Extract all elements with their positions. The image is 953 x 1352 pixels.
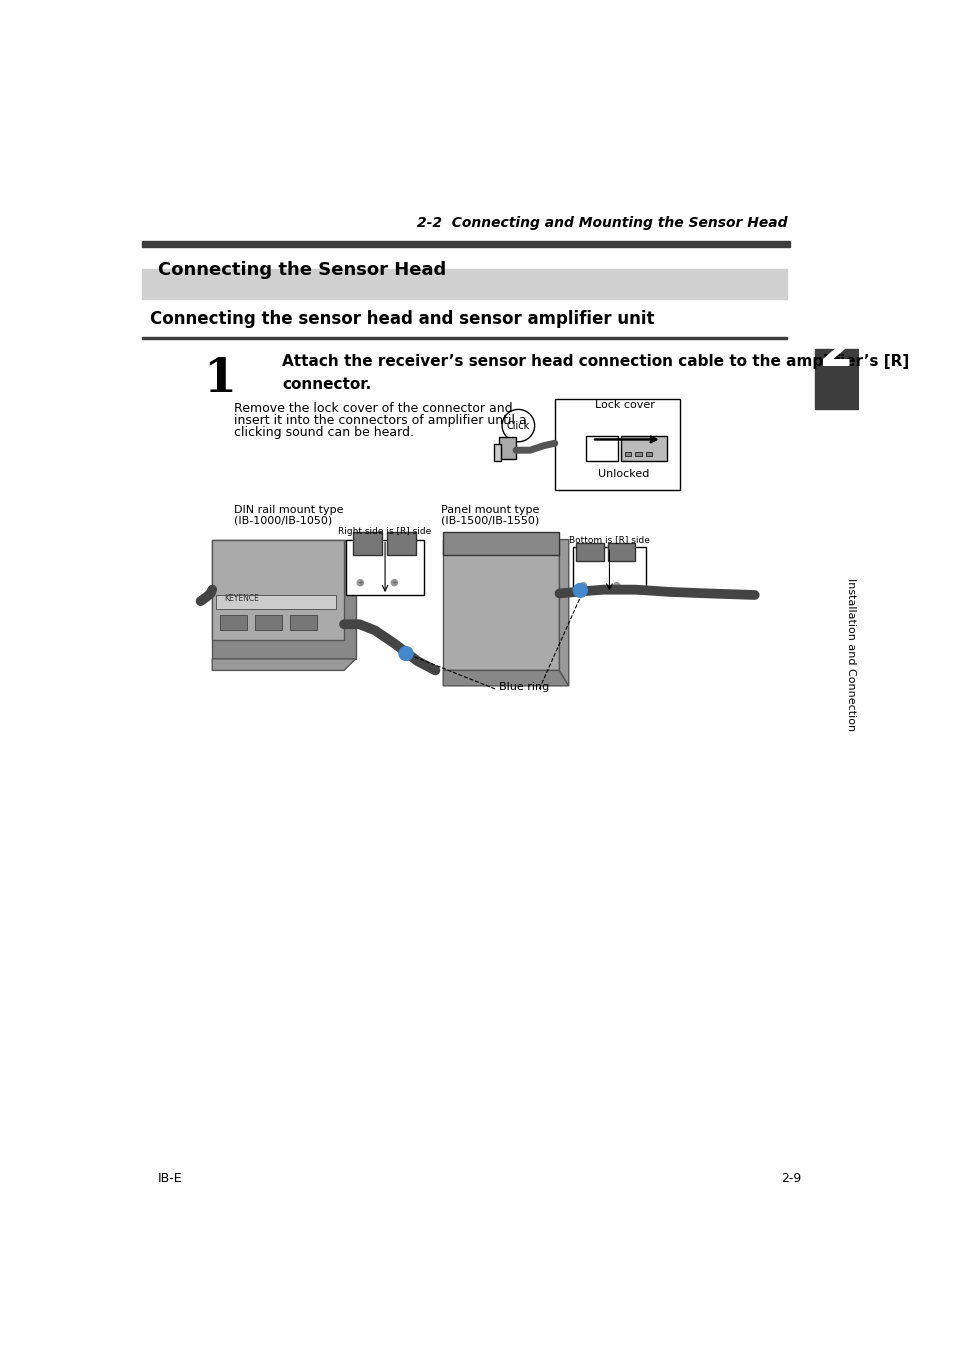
- Text: Click: Click: [506, 420, 530, 430]
- Bar: [624, 452, 630, 457]
- Text: Right side is [R] side: Right side is [R] side: [338, 527, 432, 537]
- Circle shape: [573, 584, 587, 598]
- Text: Attach the receiver’s sensor head connection cable to the amplifier’s [R]: Attach the receiver’s sensor head connec…: [282, 354, 908, 369]
- Bar: [620, 437, 666, 461]
- Text: +: +: [391, 580, 396, 585]
- Bar: [572, 548, 645, 594]
- Bar: [254, 615, 282, 630]
- Circle shape: [579, 583, 586, 589]
- Bar: [386, 531, 416, 554]
- Text: (IB-1500/IB-1550): (IB-1500/IB-1550): [440, 515, 538, 526]
- Text: Lock cover: Lock cover: [595, 400, 655, 410]
- Polygon shape: [443, 671, 568, 685]
- Bar: [220, 615, 247, 630]
- Text: connector.: connector.: [282, 377, 371, 392]
- Bar: [142, 241, 789, 247]
- Bar: [585, 437, 618, 461]
- Text: 1: 1: [203, 357, 236, 403]
- Circle shape: [356, 580, 363, 585]
- Circle shape: [391, 580, 397, 585]
- Text: DIN rail mount type: DIN rail mount type: [233, 504, 343, 515]
- Text: clicking sound can be heard.: clicking sound can be heard.: [233, 426, 414, 439]
- Text: 2: 2: [819, 329, 854, 376]
- Bar: [498, 437, 516, 458]
- Text: (IB-1000/IB-1050): (IB-1000/IB-1050): [233, 515, 332, 526]
- Bar: [608, 542, 635, 561]
- Polygon shape: [212, 658, 355, 671]
- Text: Connecting the Sensor Head: Connecting the Sensor Head: [158, 261, 446, 280]
- Bar: [346, 539, 423, 595]
- Text: Installation and Connection: Installation and Connection: [845, 579, 855, 731]
- Text: 2-2  Connecting and Mounting the Sensor Head: 2-2 Connecting and Mounting the Sensor H…: [416, 216, 786, 230]
- Text: Unlocked: Unlocked: [598, 469, 649, 480]
- Text: +: +: [357, 580, 363, 585]
- Bar: [216, 595, 335, 608]
- Text: KEYENCE: KEYENCE: [224, 594, 258, 603]
- Circle shape: [398, 646, 413, 660]
- Polygon shape: [558, 539, 568, 685]
- Text: insert it into the connectors of amplifier until a: insert it into the connectors of amplifi…: [233, 414, 526, 427]
- Bar: [635, 452, 641, 457]
- Bar: [555, 399, 679, 491]
- Bar: [142, 338, 786, 339]
- Text: 2-9: 2-9: [781, 1172, 801, 1184]
- Circle shape: [613, 583, 619, 589]
- Bar: [494, 443, 500, 461]
- Text: Remove the lock cover of the connector and: Remove the lock cover of the connector a…: [233, 402, 512, 415]
- Text: Panel mount type: Panel mount type: [440, 504, 538, 515]
- Text: Blue ring: Blue ring: [498, 681, 549, 692]
- Text: IB-E: IB-E: [158, 1172, 182, 1184]
- Bar: [443, 531, 558, 554]
- Bar: [212, 539, 355, 658]
- Bar: [212, 539, 344, 639]
- Text: Bottom is [R] side: Bottom is [R] side: [568, 535, 649, 544]
- Bar: [353, 531, 381, 554]
- Bar: [142, 269, 786, 299]
- Bar: [290, 615, 316, 630]
- Bar: [645, 452, 652, 457]
- Text: Connecting the sensor head and sensor amplifier unit: Connecting the sensor head and sensor am…: [150, 310, 654, 327]
- Bar: [443, 539, 558, 671]
- Bar: [815, 349, 858, 408]
- Bar: [576, 542, 603, 561]
